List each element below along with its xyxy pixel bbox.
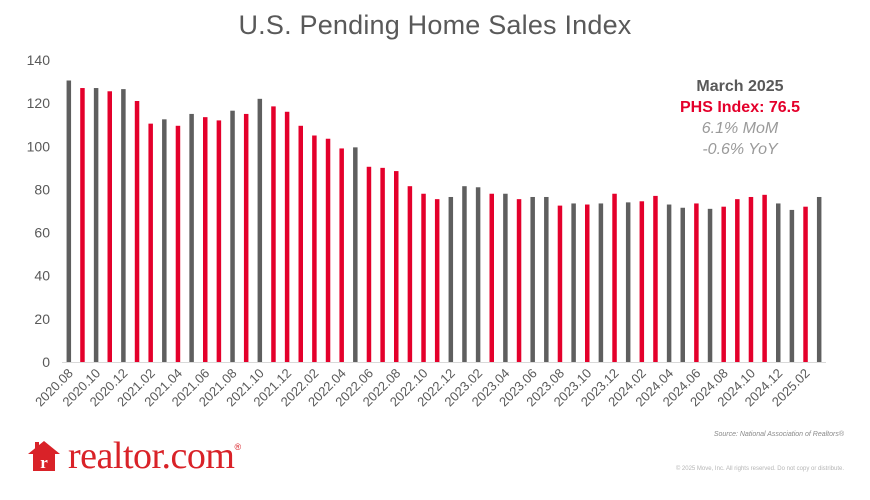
bar — [284, 111, 290, 363]
bar — [230, 110, 235, 362]
bar — [625, 202, 631, 362]
bar — [544, 196, 549, 362]
bar — [339, 148, 344, 362]
bar — [107, 91, 112, 362]
bar — [189, 113, 194, 363]
bar — [407, 186, 413, 362]
latest-value-callout: March 2025 PHS Index: 76.5 6.1% MoM -0.6… — [640, 76, 840, 160]
y-tick-label: 120 — [27, 95, 51, 111]
bar — [489, 193, 494, 362]
bar — [66, 80, 72, 363]
callout-yoy-change: -0.6% YoY — [702, 141, 778, 158]
bar — [503, 193, 508, 362]
bar — [121, 89, 126, 363]
bar — [203, 117, 208, 362]
bar — [748, 196, 754, 362]
bars — [66, 80, 822, 363]
bar — [475, 187, 481, 362]
bar — [612, 193, 617, 362]
bar — [803, 206, 808, 362]
bar — [162, 119, 167, 362]
bar — [653, 195, 658, 362]
realtor-logo[interactable]: r realtor.com ® — [26, 436, 241, 476]
bar — [93, 88, 99, 362]
callout-mom-change: 6.1% MoM — [701, 120, 779, 137]
bar — [680, 207, 685, 362]
y-axis-ticks: 0 20 40 60 80 100 120 140 — [27, 52, 51, 370]
callout-index-value: PHS Index: 76.5 — [679, 99, 801, 116]
bar — [789, 209, 795, 362]
bar — [816, 196, 822, 362]
bar — [762, 194, 767, 362]
bar — [557, 205, 563, 362]
bar-chart: 0 20 40 60 80 100 120 140 2020.082020.102020.12… — [27, 52, 826, 410]
bar — [776, 203, 781, 362]
callout-period: March 2025 — [696, 78, 784, 95]
y-tick-label: 20 — [34, 311, 50, 327]
y-tick-label: 0 — [42, 354, 50, 370]
bar — [148, 123, 153, 362]
source-note: Source: National Association of Realtors… — [713, 431, 844, 438]
logo-registered-mark: ® — [234, 442, 242, 452]
y-tick-label: 140 — [27, 52, 51, 68]
bar — [707, 208, 713, 362]
bar — [571, 203, 576, 362]
bar — [175, 125, 181, 362]
bar — [735, 199, 740, 362]
bar — [366, 166, 372, 362]
x-axis-ticks: 2020.082020.102020.122021.022021.042021.… — [32, 366, 813, 410]
bar — [80, 88, 85, 362]
bar — [639, 201, 645, 362]
bar — [666, 204, 672, 362]
bar — [353, 147, 358, 362]
chart-title: U.S. Pending Home Sales Index — [238, 10, 632, 40]
y-tick-label: 60 — [34, 225, 50, 241]
logo-wordmark: realtor.com — [68, 435, 235, 477]
bar — [530, 196, 535, 362]
bar — [243, 113, 249, 363]
bar — [434, 199, 440, 362]
bar — [134, 100, 140, 363]
bar — [216, 120, 222, 363]
y-tick-label: 40 — [34, 268, 50, 284]
bar — [257, 98, 263, 362]
bar — [312, 135, 317, 362]
bar — [421, 193, 426, 362]
copyright-note: © 2025 Move, Inc. All rights reserved. D… — [675, 466, 844, 472]
bar — [694, 203, 699, 362]
bar — [394, 171, 399, 362]
bar — [448, 196, 454, 362]
y-tick-label: 80 — [34, 181, 50, 197]
bar — [598, 203, 604, 362]
svg-text:r: r — [40, 453, 48, 472]
bar — [721, 206, 726, 362]
y-tick-label: 100 — [27, 138, 51, 154]
bar — [462, 186, 467, 362]
bar — [325, 138, 331, 362]
house-icon: r — [28, 441, 60, 472]
bar — [298, 125, 303, 362]
bar — [380, 167, 385, 362]
bar — [271, 106, 276, 362]
bar — [585, 204, 590, 362]
bar — [516, 199, 522, 362]
